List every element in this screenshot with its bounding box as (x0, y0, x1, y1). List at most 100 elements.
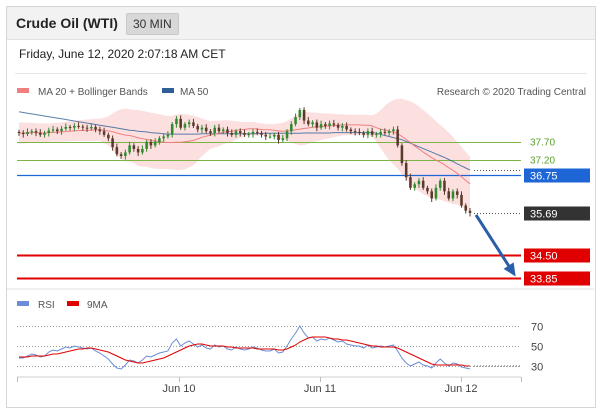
candle-84 (375, 134, 378, 136)
candle-59 (268, 136, 272, 138)
candle-8 (51, 129, 55, 131)
candle-18 (94, 126, 97, 130)
candle-27 (132, 145, 136, 149)
credit-text: Research © 2020 Trading Central (437, 87, 586, 98)
candle-21 (107, 134, 110, 139)
candle-52 (238, 131, 242, 133)
timestamp: Friday, June 12, 2020 2:07:18 AM CET (19, 47, 226, 61)
candle-46 (213, 127, 216, 133)
candle-100 (443, 180, 446, 192)
forecast-arrow-head (503, 262, 516, 277)
candle-12 (68, 126, 72, 128)
candle-65 (294, 117, 297, 125)
candle-64 (290, 124, 293, 132)
candle-51 (234, 131, 238, 135)
candle-43 (200, 127, 204, 130)
candle-60 (273, 134, 276, 137)
candle-87 (387, 131, 391, 133)
candle-47 (217, 127, 221, 132)
resistance-label-37-70: 37.70 (530, 138, 555, 149)
candle-57 (260, 132, 263, 135)
time-label-jun-10: Jun 10 (162, 383, 195, 395)
candle-16 (85, 127, 89, 129)
candle-44 (204, 127, 208, 132)
bollinger-band (19, 98, 470, 212)
candle-105 (464, 205, 468, 211)
candle-6 (43, 132, 46, 135)
ma9-legend-swatch (67, 301, 79, 306)
time-axis-labels: Jun 10 Jun 11 Jun 12 (17, 377, 522, 395)
candle-103 (455, 191, 459, 195)
candle-91 (404, 163, 408, 178)
candle-86 (383, 131, 387, 133)
candle-90 (400, 145, 404, 164)
rsi-tick-70: 70 (531, 322, 543, 334)
candle-22 (111, 138, 114, 148)
resistance-label-37-20: 37.20 (530, 156, 555, 167)
candle-71 (319, 124, 323, 128)
candle-0 (17, 131, 21, 133)
pivot-tag-label: 36.75 (530, 171, 558, 183)
candle-24 (119, 154, 123, 156)
ma9-legend-label: 9MA (87, 300, 108, 311)
candle-40 (187, 122, 191, 125)
support-tag-label-33-85: 33.85 (530, 274, 558, 286)
candle-95 (421, 180, 425, 188)
candle-76 (341, 125, 344, 128)
support-tag-34-50 (524, 248, 590, 263)
candle-97 (430, 191, 433, 199)
candle-28 (136, 148, 140, 153)
last-price-label: 35.69 (530, 209, 558, 221)
candle-1 (21, 132, 25, 135)
rsi-tick-30: 30 (531, 362, 543, 374)
candle-102 (451, 191, 455, 199)
time-label-jun-11: Jun 11 (304, 383, 336, 395)
candle-39 (183, 124, 187, 128)
candle-49 (226, 129, 229, 133)
candle-48 (221, 129, 225, 132)
candle-20 (102, 131, 106, 135)
instrument-title: Crude Oil (WTI) (16, 15, 118, 31)
candle-78 (349, 129, 353, 132)
candle-50 (230, 132, 234, 135)
ma50-legend-label: MA 50 (180, 87, 209, 98)
candle-68 (307, 120, 310, 125)
candle-19 (98, 129, 102, 132)
candle-67 (302, 110, 306, 121)
candle-10 (60, 128, 63, 132)
timeframe-badge[interactable]: 30 MIN (126, 13, 179, 35)
candle-66 (298, 110, 302, 118)
candle-72 (324, 124, 327, 126)
rsi-ma9-line (19, 336, 470, 367)
candle-92 (409, 177, 412, 188)
candle-41 (192, 122, 195, 126)
rsi-legend-label: RSI (38, 300, 55, 311)
candle-38 (179, 118, 182, 128)
candle-34 (162, 136, 165, 139)
candle-53 (243, 132, 246, 135)
rsi-legend-swatch (17, 301, 29, 306)
candle-4 (34, 131, 38, 133)
rsi-panel: 70 50 30 (17, 322, 543, 374)
candle-35 (166, 134, 170, 137)
ma20-legend-label: MA 20 + Bollinger Bands (38, 87, 148, 98)
candle-63 (285, 131, 289, 139)
candle-23 (115, 147, 119, 155)
candle-94 (417, 180, 421, 185)
candle-58 (264, 134, 268, 137)
title-bar: Crude Oil (WTI) 30 MIN (7, 7, 595, 40)
candle-3 (30, 131, 34, 133)
candle-61 (277, 134, 280, 141)
ma20-legend-swatch (17, 88, 29, 93)
candle-83 (370, 131, 374, 135)
candle-99 (438, 180, 442, 188)
candle-81 (362, 132, 365, 135)
candle-9 (56, 129, 59, 132)
candle-55 (251, 131, 255, 135)
candle-73 (328, 123, 331, 126)
candle-85 (379, 131, 382, 135)
candle-79 (353, 131, 357, 133)
candle-98 (434, 187, 438, 199)
candle-93 (413, 184, 416, 188)
